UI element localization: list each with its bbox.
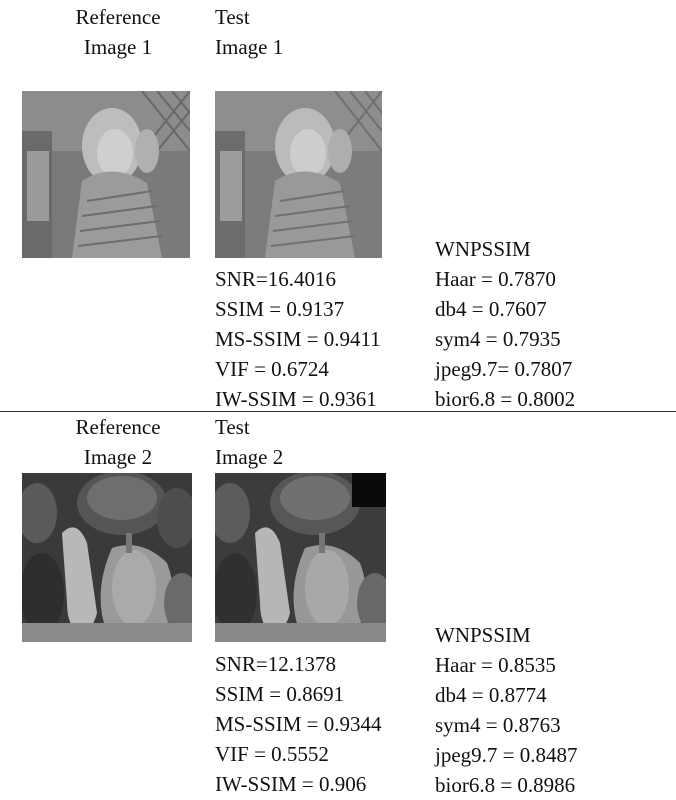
reference-header-1: Reference Image 1	[48, 2, 188, 62]
reference-label: Reference	[75, 5, 161, 29]
wnpssim-haar: Haar = 0.7870	[435, 267, 556, 291]
test-header-2: Test Image 2	[215, 412, 283, 472]
metrics-list-1: SNR=16.4016 SSIM = 0.9137 MS-SSIM = 0.94…	[215, 264, 381, 414]
reference-label: Reference	[75, 415, 161, 439]
image-label: Image 2	[83, 445, 153, 469]
wnpssim-haar: Haar = 0.8535	[435, 653, 556, 677]
wnpssim-db4: db4 = 0.8774	[435, 683, 547, 707]
metrics-list-2: SNR=12.1378 SSIM = 0.8691 MS-SSIM = 0.93…	[215, 649, 381, 799]
wnpssim-bior68: bior6.8 = 0.8002	[435, 387, 576, 411]
wnpssim-sym4: sym4 = 0.8763	[435, 713, 561, 737]
reference-image-2	[22, 473, 192, 642]
metric-vif: VIF = 0.5552	[215, 742, 329, 766]
reference-image-1	[22, 91, 190, 258]
wnpssim-list-2: WNPSSIM Haar = 0.8535 db4 = 0.8774 sym4 …	[435, 620, 578, 800]
image-label: Image 1	[83, 35, 153, 59]
metric-ms-ssim: MS-SSIM = 0.9344	[215, 712, 382, 736]
wnpssim-sym4: sym4 = 0.7935	[435, 327, 561, 351]
metric-iw-ssim: IW-SSIM = 0.9361	[215, 387, 377, 411]
metric-iw-ssim: IW-SSIM = 0.906	[215, 772, 367, 796]
metric-ssim: SSIM = 0.8691	[215, 682, 345, 706]
row-divider	[0, 411, 676, 412]
wnpssim-title: WNPSSIM	[435, 237, 531, 261]
wnpssim-list-1: WNPSSIM Haar = 0.7870 db4 = 0.7607 sym4 …	[435, 234, 575, 414]
test-image-1	[215, 91, 382, 258]
test-image-2	[215, 473, 386, 642]
wnpssim-jpeg97: jpeg9.7= 0.7807	[435, 357, 573, 381]
test-label: Test	[215, 415, 250, 439]
wnpssim-bior68: bior6.8 = 0.8986	[435, 773, 576, 797]
test-header-1: Test Image 1	[215, 2, 283, 62]
metric-vif: VIF = 0.6724	[215, 357, 329, 381]
reference-header-2: Reference Image 2	[48, 412, 188, 472]
metric-ms-ssim: MS-SSIM = 0.9411	[215, 327, 381, 351]
image-label: Image 1	[215, 35, 284, 59]
metric-ssim: SSIM = 0.9137	[215, 297, 345, 321]
wnpssim-title: WNPSSIM	[435, 623, 531, 647]
test-label: Test	[215, 5, 250, 29]
metric-snr: SNR=12.1378	[215, 652, 336, 676]
wnpssim-db4: db4 = 0.7607	[435, 297, 547, 321]
wnpssim-jpeg97: jpeg9.7 = 0.8487	[435, 743, 578, 767]
image-label: Image 2	[215, 445, 284, 469]
metric-snr: SNR=16.4016	[215, 267, 336, 291]
